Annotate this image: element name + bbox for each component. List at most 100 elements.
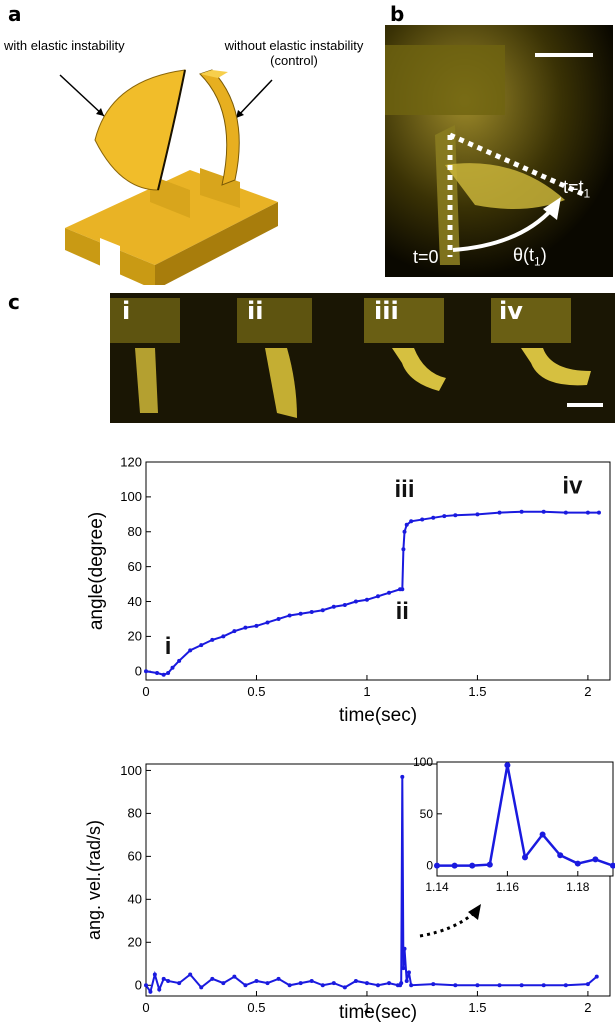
angle-data-point [596,510,601,515]
frame-label-ii: ii [247,297,264,325]
scale-bar-c [567,403,603,407]
angvel-data-point [376,983,380,988]
angvel-data-point [265,981,270,986]
angle-data-point [400,587,405,592]
annotation-ii: ii [396,598,409,625]
base-side [155,202,278,285]
angvel-data-point [232,974,237,979]
angvel-data-point [431,982,436,987]
arrow-right-head [236,110,244,118]
angvel-ytick-label: 60 [128,849,142,864]
inset-data-point [610,862,615,869]
photo-panel-b: t=0 t=t1 θ(t1) [385,25,613,277]
film-strip: i ii iii iv [110,293,615,423]
angvel-ytick-label: 0 [135,978,142,993]
angle-chart-ylabel: angle(degree) [86,512,107,630]
angle-chart-xlabel: time(sec) [339,705,417,726]
inset-data-point [539,831,546,838]
frame-iv-drawing [491,293,615,423]
angvel-xtick-label: 2 [584,1000,591,1015]
angle-data-point [161,672,166,677]
angle-series-line [145,510,599,676]
angle-data-point [188,648,193,653]
angvel-data-point [387,981,392,986]
angle-data-point [342,603,347,608]
inset-data-point [434,862,440,869]
angvel-data-point [276,976,281,981]
inset-data-point [469,862,476,869]
inset-arrow-head [468,904,481,920]
angle-data-point [199,643,204,648]
angvel-ytick-label: 80 [128,806,142,821]
annotation-iv: iv [562,472,583,499]
angvel-series-line [145,776,598,995]
angvel-data-point [402,946,407,951]
angle-xtick-label: 2 [584,684,591,699]
label-without-line2: (control) [270,53,318,68]
angvel-chart-ylabel: ang. vel.(rad/s) [84,820,104,940]
angvel-data-point [298,981,303,986]
angle-data-point [519,509,524,514]
inset-ytick-label: 50 [420,807,434,821]
frame-iii: iii [364,293,491,423]
angvel-data-point [497,983,502,988]
frame-ii: ii [237,293,364,423]
scale-bar-b [535,53,593,57]
angle-data-point [287,613,292,618]
angvel-data-point [519,983,524,988]
frame-label-iv: iv [499,297,523,325]
angle-data-point [563,510,568,515]
angle-data-point [497,510,502,515]
panel-label-b: b [390,2,405,26]
angle-data-point [401,547,406,552]
angvel-data-point [221,981,226,986]
base-notch [100,238,120,285]
label-t0: t=0 [413,247,439,267]
angle-xtick-label: 1 [363,684,370,699]
label-theta: θ(t1) [513,245,547,269]
control-arc-top [200,70,228,78]
inset-arrow [419,910,477,938]
frame-label-iii: iii [374,297,399,325]
inset-ytick-label: 0 [426,859,433,873]
panel-label-c: c [8,290,20,314]
angvel-data-point [400,774,405,779]
angvel-data-point [157,987,162,992]
rotation-arc-head [543,197,561,220]
angvel-data-point [166,978,171,983]
angle-data-point [243,625,248,630]
inset-xtick-label: 1.18 [566,880,590,894]
angle-data-point [265,620,270,625]
angle-data-point [177,658,182,663]
angle-xtick-label: 0.5 [247,684,265,699]
angvel-data-point [243,983,248,988]
angle-data-point [387,590,392,595]
angvel-data-point [409,983,414,988]
angle-data-point [364,597,369,602]
inset-data-point [522,854,528,861]
inset-data-point [592,856,599,863]
arrow-left-head [96,108,104,116]
angvel-data-point [364,981,369,986]
label-t1-main: t=t [563,177,584,197]
angvel-data-point [594,974,599,979]
angle-data-point [431,515,436,520]
angvel-data-point [353,978,358,983]
angle-data-point [453,513,458,518]
angle-ytick-label: 100 [120,489,142,504]
shell-edge [157,69,186,191]
angvel-data-point [401,966,406,971]
angvel-data-point [406,970,411,975]
angle-data-point [221,634,226,639]
angvel-data-point [210,976,215,981]
panel-label-a: a [8,2,22,26]
angvel-data-point [309,978,314,983]
angle-data-point [475,512,480,517]
control-arc [199,69,240,186]
angle-chart-axes [145,461,611,681]
angvel-data-point [404,978,409,983]
label-with-instability: with elastic instability [4,38,125,53]
angvel-data-point [563,983,568,988]
angvel-data-point [144,983,148,988]
frame-i: i [110,293,237,423]
